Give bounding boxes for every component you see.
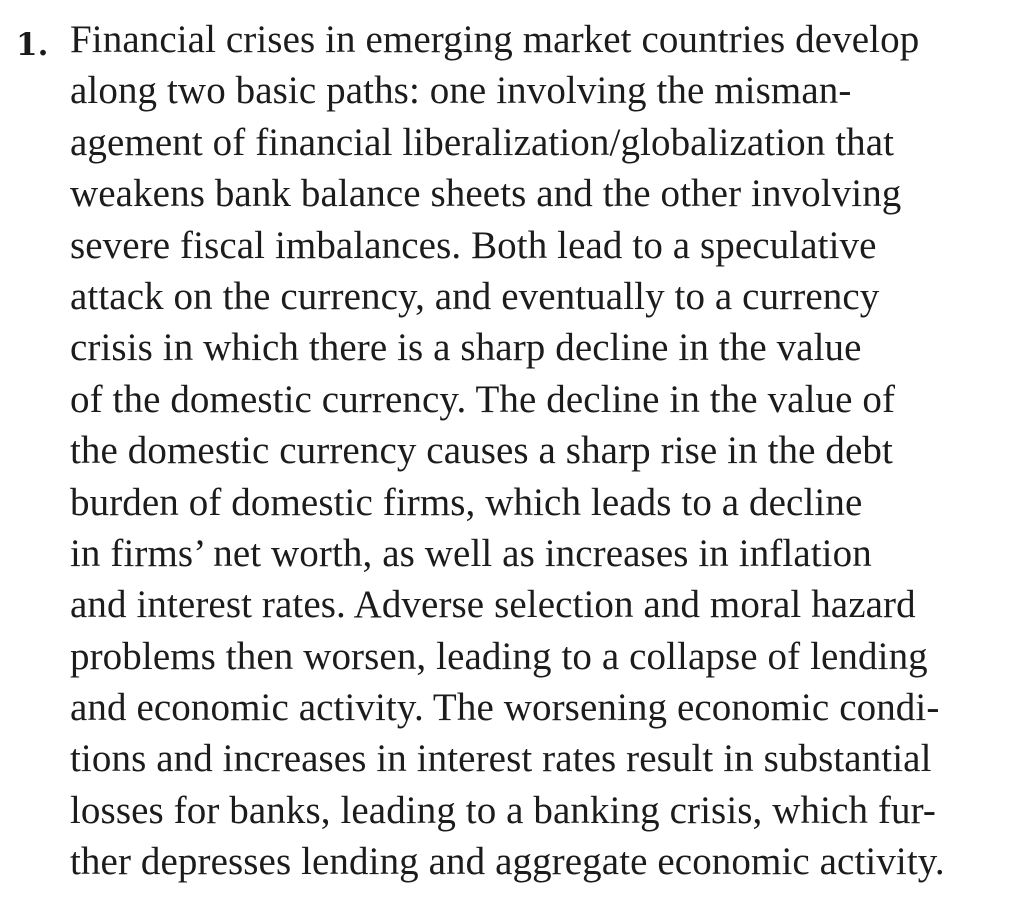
text-line: attack on the currency, and eventually t… (70, 274, 880, 318)
text-line: weakens bank balance sheets and the othe… (70, 172, 902, 216)
text-line: crisis in which there is a sharp decline… (70, 326, 862, 370)
text-line: in firms’ net worth, as well as increase… (70, 531, 872, 575)
text-line: and economic activity. The worsening eco… (70, 686, 940, 730)
text-line: ther depresses lending and aggregate eco… (70, 840, 945, 884)
text-line: along two basic paths: one involving the… (70, 69, 852, 113)
text-line: agement of financial liberalization/glob… (70, 120, 895, 164)
text-line: the domestic currency causes a sharp ris… (70, 429, 893, 473)
text-line: burden of domestic firms, which leads to… (70, 480, 863, 524)
text-line: tions and increases in interest rates re… (70, 737, 932, 781)
item-number: 1. (16, 27, 49, 63)
text-line: Financial crises in emerging market coun… (70, 18, 920, 61)
text-line: problems then worsen, leading to a colla… (70, 634, 928, 678)
text-line: of the domestic currency. The decline in… (70, 377, 896, 421)
text-line: severe fiscal imbalances. Both lead to a… (70, 223, 877, 267)
text-line: losses for banks, leading to a banking c… (70, 788, 936, 832)
text-line: and interest rates. Adverse selection an… (70, 583, 916, 627)
paragraph-text: Financial crises in emerging market coun… (70, 14, 1010, 888)
